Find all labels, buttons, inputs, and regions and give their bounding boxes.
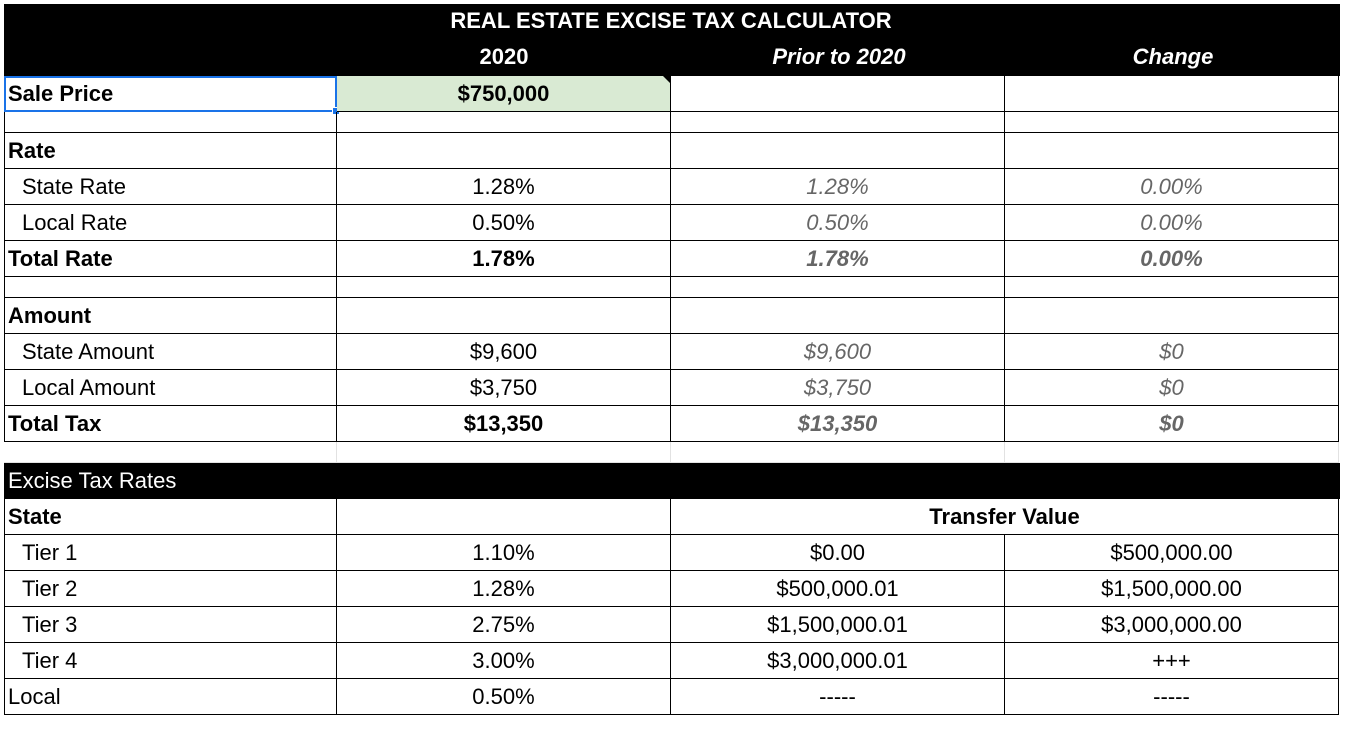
calculator-title: REAL ESTATE EXCISE TAX CALCULATOR	[450, 8, 892, 33]
value-prior[interactable]: 1.28%	[671, 169, 1005, 205]
empty-cell[interactable]	[4, 277, 337, 298]
rate-section-label[interactable]: Rate	[4, 133, 337, 169]
local-row: Local 0.50% ----- -----	[4, 679, 1340, 715]
tier-rate[interactable]: 3.00%	[337, 643, 671, 679]
amount-section-label[interactable]: Amount	[4, 298, 337, 334]
local-rate[interactable]: 0.50%	[337, 679, 671, 715]
tier-row: Tier 2 1.28% $500,000.01 $1,500,000.00	[4, 571, 1340, 607]
empty-cell[interactable]	[671, 133, 1005, 169]
state-header-row: State Transfer Value	[4, 499, 1340, 535]
empty-cell[interactable]	[671, 76, 1005, 112]
rate-row: Local Rate 0.50% 0.50% 0.00%	[4, 205, 1340, 241]
tier-rate[interactable]: 2.75%	[337, 607, 671, 643]
empty-cell[interactable]	[1005, 277, 1339, 298]
row-label[interactable]: State Amount	[4, 334, 337, 370]
tier-from[interactable]: $1,500,000.01	[671, 607, 1005, 643]
tier-label[interactable]: Tier 3	[4, 607, 337, 643]
rates-table-header: Excise Tax Rates	[4, 463, 1340, 499]
calculator-header: REAL ESTATE EXCISE TAX CALCULATOR 2020 P…	[4, 4, 1340, 76]
total-label[interactable]: Total Tax	[4, 406, 337, 442]
tier-to[interactable]: +++	[1005, 643, 1339, 679]
rate-total-row: Total Rate 1.78% 1.78% 0.00%	[4, 241, 1340, 277]
value-prior[interactable]: $9,600	[671, 334, 1005, 370]
value-2020[interactable]: $9,600	[337, 334, 671, 370]
spacer-row	[4, 277, 1340, 298]
empty-cell[interactable]	[4, 112, 337, 133]
amount-section-row: Amount	[4, 298, 1340, 334]
column-header-2020: 2020	[479, 44, 529, 69]
empty-cell[interactable]	[1005, 133, 1339, 169]
spreadsheet: REAL ESTATE EXCISE TAX CALCULATOR 2020 P…	[4, 4, 1340, 715]
local-to[interactable]: -----	[1005, 679, 1339, 715]
empty-cell[interactable]	[337, 499, 671, 535]
tier-from[interactable]: $0.00	[671, 535, 1005, 571]
sale-price-row: Sale Price $750,000	[4, 76, 1340, 115]
value-change[interactable]: $0	[1005, 370, 1339, 406]
state-label[interactable]: State	[4, 499, 337, 535]
value-prior[interactable]: 0.50%	[671, 205, 1005, 241]
total-2020[interactable]: 1.78%	[337, 241, 671, 277]
empty-cell[interactable]	[4, 442, 337, 463]
amount-row: Local Amount $3,750 $3,750 $0	[4, 370, 1340, 406]
value-2020[interactable]: 0.50%	[337, 205, 671, 241]
tier-rate[interactable]: 1.28%	[337, 571, 671, 607]
empty-cell[interactable]	[337, 277, 671, 298]
empty-cell[interactable]	[1005, 442, 1339, 463]
tier-to[interactable]: $1,500,000.00	[1005, 571, 1339, 607]
empty-cell[interactable]	[671, 442, 1005, 463]
empty-cell[interactable]	[671, 277, 1005, 298]
value-change[interactable]: 0.00%	[1005, 205, 1339, 241]
row-label[interactable]: State Rate	[4, 169, 337, 205]
row-label[interactable]: Local Rate	[4, 205, 337, 241]
empty-cell[interactable]	[1005, 112, 1339, 133]
tier-row: Tier 3 2.75% $1,500,000.01 $3,000,000.00	[4, 607, 1340, 643]
total-label[interactable]: Total Rate	[4, 241, 337, 277]
gap-row	[4, 442, 1340, 463]
amount-row: State Amount $9,600 $9,600 $0	[4, 334, 1340, 370]
tier-to[interactable]: $3,000,000.00	[1005, 607, 1339, 643]
local-label[interactable]: Local	[4, 679, 337, 715]
rate-section-row: Rate	[4, 133, 1340, 169]
empty-cell[interactable]	[337, 442, 671, 463]
total-2020[interactable]: $13,350	[337, 406, 671, 442]
empty-cell[interactable]	[671, 112, 1005, 133]
tier-label[interactable]: Tier 4	[4, 643, 337, 679]
column-header-prior: Prior to 2020	[772, 44, 906, 69]
rates-table-title[interactable]: Excise Tax Rates	[4, 463, 1340, 499]
tier-row: Tier 1 1.10% $0.00 $500,000.00	[4, 535, 1340, 571]
transfer-value-header[interactable]: Transfer Value	[671, 499, 1339, 535]
tier-from[interactable]: $500,000.01	[671, 571, 1005, 607]
total-change[interactable]: 0.00%	[1005, 241, 1339, 277]
rate-row: State Rate 1.28% 1.28% 0.00%	[4, 169, 1340, 205]
column-header-change: Change	[1132, 44, 1214, 69]
total-prior[interactable]: 1.78%	[671, 241, 1005, 277]
empty-cell[interactable]	[337, 298, 671, 334]
value-2020[interactable]: $3,750	[337, 370, 671, 406]
empty-cell[interactable]	[337, 112, 671, 133]
local-from[interactable]: -----	[671, 679, 1005, 715]
spacer-row	[4, 112, 1340, 133]
tier-row: Tier 4 3.00% $3,000,000.01 +++	[4, 643, 1340, 679]
empty-cell[interactable]	[671, 298, 1005, 334]
tier-from[interactable]: $3,000,000.01	[671, 643, 1005, 679]
row-label[interactable]: Local Amount	[4, 370, 337, 406]
value-2020[interactable]: 1.28%	[337, 169, 671, 205]
total-change[interactable]: $0	[1005, 406, 1339, 442]
tier-label[interactable]: Tier 1	[4, 535, 337, 571]
sale-price-label[interactable]: Sale Price	[4, 76, 340, 115]
tier-label[interactable]: Tier 2	[4, 571, 337, 607]
value-change[interactable]: $0	[1005, 334, 1339, 370]
tier-rate[interactable]: 1.10%	[337, 535, 671, 571]
empty-cell[interactable]	[1005, 76, 1339, 112]
total-prior[interactable]: $13,350	[671, 406, 1005, 442]
value-prior[interactable]: $3,750	[671, 370, 1005, 406]
amount-total-row: Total Tax $13,350 $13,350 $0	[4, 406, 1340, 442]
empty-cell[interactable]	[337, 133, 671, 169]
sale-price-input[interactable]: $750,000	[337, 76, 671, 112]
empty-cell[interactable]	[1005, 298, 1339, 334]
tier-to[interactable]: $500,000.00	[1005, 535, 1339, 571]
value-change[interactable]: 0.00%	[1005, 169, 1339, 205]
